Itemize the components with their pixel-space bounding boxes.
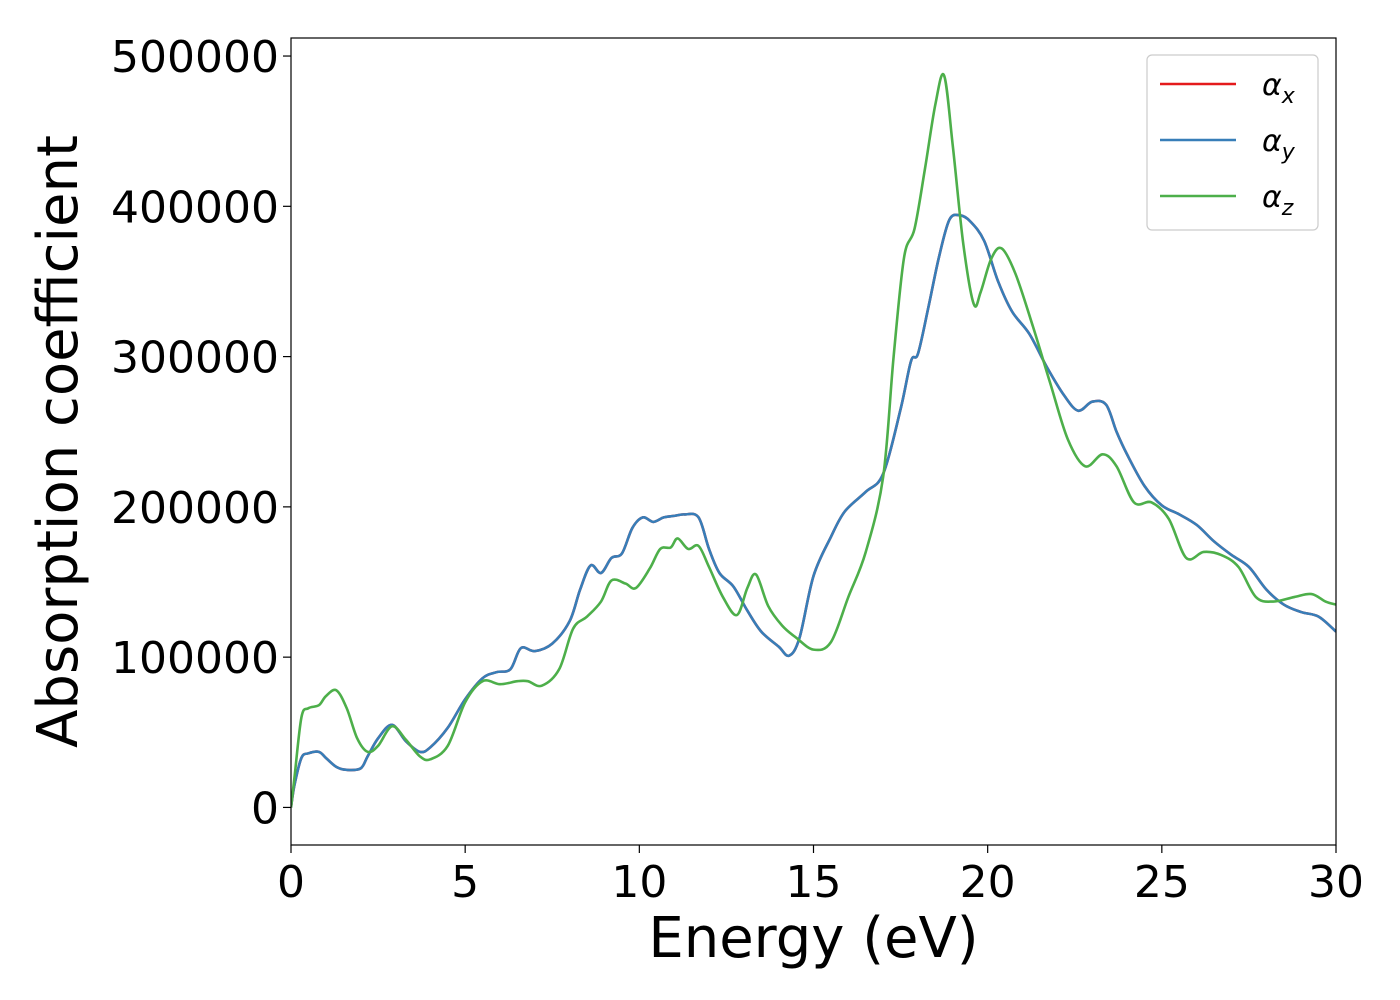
legend-subscript: y: [1281, 140, 1296, 165]
x-tick-label: 25: [1134, 857, 1190, 908]
x-tick-label: 0: [277, 857, 305, 908]
y-tick-label: 500000: [111, 32, 279, 83]
y-tick-label: 300000: [111, 333, 279, 384]
series-line-z: [291, 72, 1336, 808]
y-tick-label: 100000: [111, 633, 279, 684]
y-axis-label: Absorption coefficient: [26, 135, 91, 748]
axes: 0 5 10 15 20 25 30 0 100000 200000 300000 400000 50…: [26, 32, 1364, 971]
legend-subscript: z: [1281, 196, 1294, 221]
x-tick-label: 15: [786, 857, 842, 908]
series-layer: [291, 72, 1336, 808]
series-line-x: [291, 213, 1336, 808]
x-ticks: 0 5 10 15 20 25 30: [277, 845, 1364, 908]
y-ticks: 0 100000 200000 300000 400000 500000: [111, 32, 291, 834]
x-tick-label: 20: [960, 857, 1016, 908]
x-tick-label: 5: [451, 857, 479, 908]
legend-box: [1146, 54, 1319, 231]
y-tick-label: 400000: [111, 182, 279, 233]
legend-subscript: x: [1281, 84, 1296, 109]
y-tick-label: 0: [251, 783, 279, 834]
x-tick-label: 30: [1308, 857, 1364, 908]
y-tick-label: 200000: [111, 483, 279, 534]
x-tick-label: 10: [611, 857, 667, 908]
series-line-y: [291, 213, 1336, 808]
x-axis-label: Energy (eV): [648, 906, 978, 971]
